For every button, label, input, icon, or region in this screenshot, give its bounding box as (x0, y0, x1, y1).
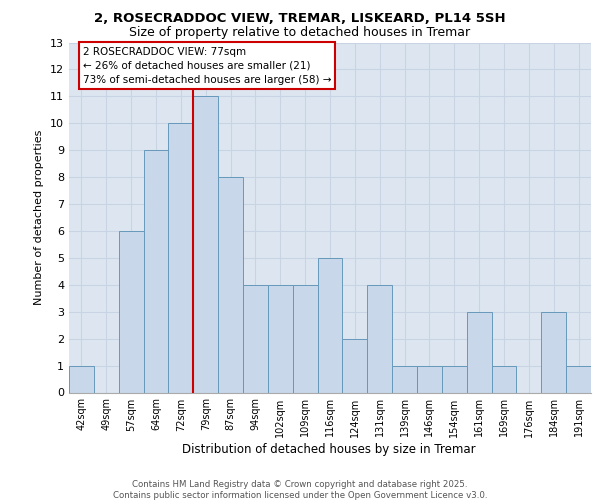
Bar (442, 366, 467, 392)
Bar (566, 366, 591, 392)
Text: 2, ROSECRADDOC VIEW, TREMAR, LISKEARD, PL14 5SH: 2, ROSECRADDOC VIEW, TREMAR, LISKEARD, P… (94, 12, 506, 26)
Bar (392, 366, 417, 392)
Bar (169, 124, 193, 392)
Text: Size of property relative to detached houses in Tremar: Size of property relative to detached ho… (130, 26, 470, 39)
Y-axis label: Number of detached properties: Number of detached properties (34, 130, 44, 305)
Bar (317, 258, 343, 392)
Bar (243, 285, 268, 393)
Bar (343, 338, 367, 392)
Bar (541, 312, 566, 392)
Bar (268, 285, 293, 393)
Bar (491, 366, 517, 392)
Bar (367, 285, 392, 393)
Text: Distribution of detached houses by size in Tremar: Distribution of detached houses by size … (182, 442, 476, 456)
Bar (119, 231, 143, 392)
Bar (467, 312, 491, 392)
Text: 2 ROSECRADDOC VIEW: 77sqm
← 26% of detached houses are smaller (21)
73% of semi-: 2 ROSECRADDOC VIEW: 77sqm ← 26% of detac… (83, 46, 331, 84)
Bar (143, 150, 169, 392)
Bar (69, 366, 94, 392)
Bar (417, 366, 442, 392)
Bar (218, 177, 243, 392)
Bar (293, 285, 317, 393)
Bar (193, 96, 218, 393)
Text: Contains HM Land Registry data © Crown copyright and database right 2025.
Contai: Contains HM Land Registry data © Crown c… (113, 480, 487, 500)
